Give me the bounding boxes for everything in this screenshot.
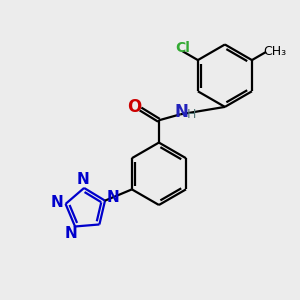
Text: N: N: [106, 190, 119, 205]
Text: N: N: [77, 172, 90, 187]
Text: H: H: [187, 108, 196, 122]
Text: Cl: Cl: [176, 41, 190, 55]
Text: N: N: [51, 194, 64, 209]
Text: N: N: [64, 226, 77, 241]
Text: O: O: [127, 98, 141, 116]
Text: CH₃: CH₃: [263, 45, 286, 58]
Text: N: N: [175, 103, 189, 121]
